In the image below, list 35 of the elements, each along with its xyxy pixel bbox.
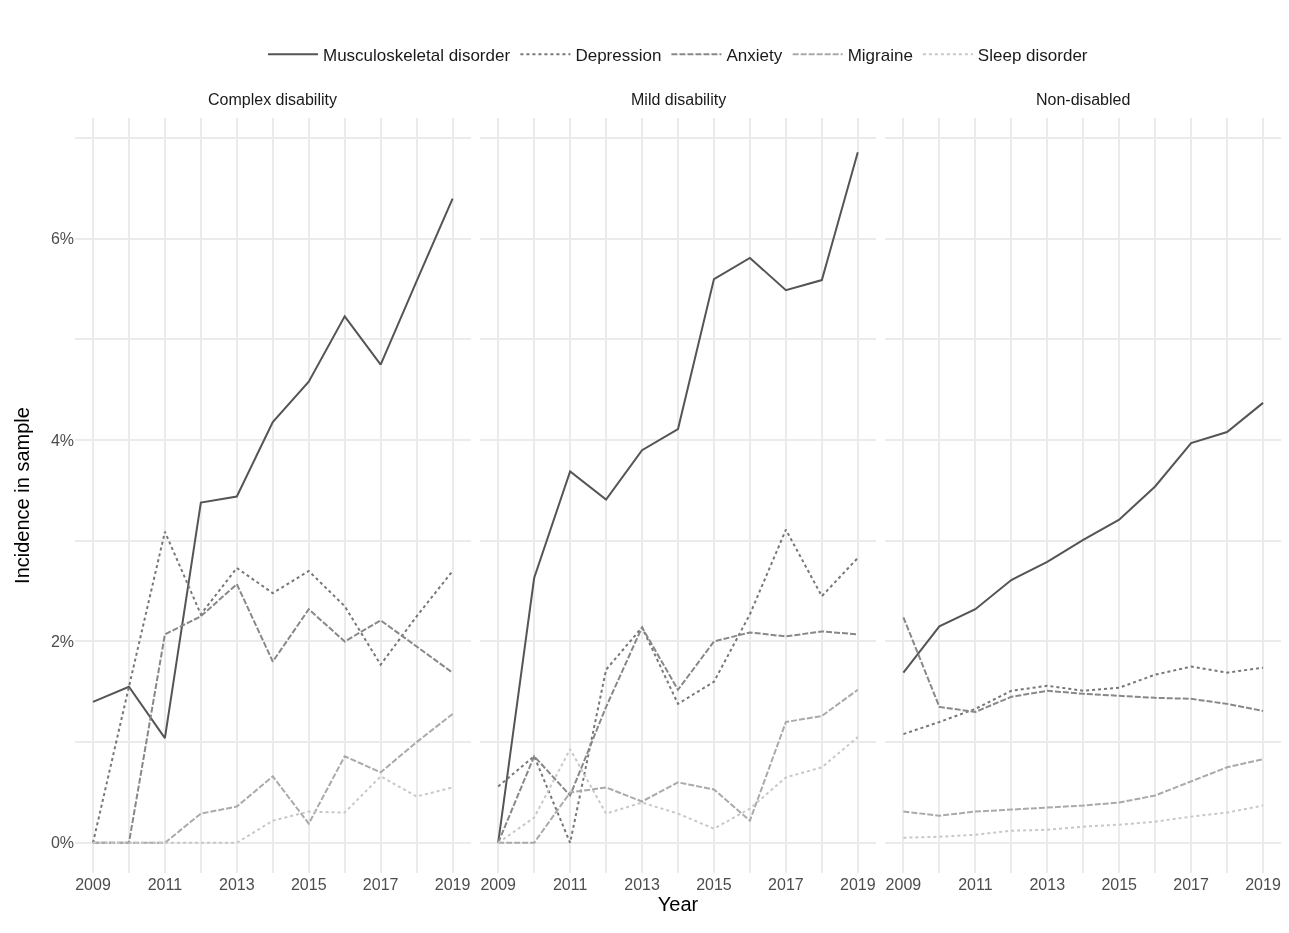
- x-tick-label: 2013: [219, 876, 255, 893]
- line-series: [91, 530, 454, 844]
- x-axis-title: Year: [657, 893, 699, 915]
- line-series: [91, 775, 454, 844]
- x-tick-label: 2015: [290, 876, 327, 893]
- y-tick-label: 4%: [50, 431, 74, 449]
- x-tick-label: 2009: [885, 876, 922, 893]
- x-tick-label: 2011: [147, 876, 183, 893]
- chart-title: Non-disabled: [1036, 91, 1131, 108]
- x-tick-label: 2019: [434, 876, 471, 893]
- y-tick-label: 2%: [50, 633, 74, 651]
- x-tick-label: 2015: [1101, 876, 1138, 893]
- x-tick-label: 2011: [552, 876, 588, 893]
- x-tick-label: 2017: [1173, 876, 1209, 893]
- line-series: [91, 197, 454, 740]
- x-tick-label: 2019: [1245, 876, 1281, 893]
- legend-label: Anxiety: [726, 45, 783, 65]
- legend-label: Musculoskeletal disorder: [323, 45, 511, 65]
- y-tick-label: 6%: [50, 230, 74, 248]
- x-tick-label: 2015: [696, 876, 732, 893]
- x-tick-label: 2011: [958, 876, 993, 893]
- x-tick-label: 2009: [75, 876, 111, 893]
- x-tick-label: 2019: [840, 876, 876, 893]
- x-tick-label: 2009: [480, 876, 517, 893]
- y-tick-label: 0%: [50, 834, 74, 852]
- x-tick-label: 2017: [362, 876, 399, 893]
- chart-title: Complex disability: [208, 91, 337, 108]
- legend-label: Depression: [575, 45, 662, 65]
- chart-title: Mild disability: [631, 91, 727, 108]
- y-axis-title: Incidence in sample: [11, 407, 34, 584]
- x-tick-label: 2013: [624, 876, 660, 893]
- legend-label: Sleep disorder: [977, 45, 1088, 65]
- x-tick-label: 2013: [1029, 876, 1066, 893]
- legend-label: Migraine: [847, 45, 913, 65]
- x-tick-label: 2017: [768, 876, 804, 893]
